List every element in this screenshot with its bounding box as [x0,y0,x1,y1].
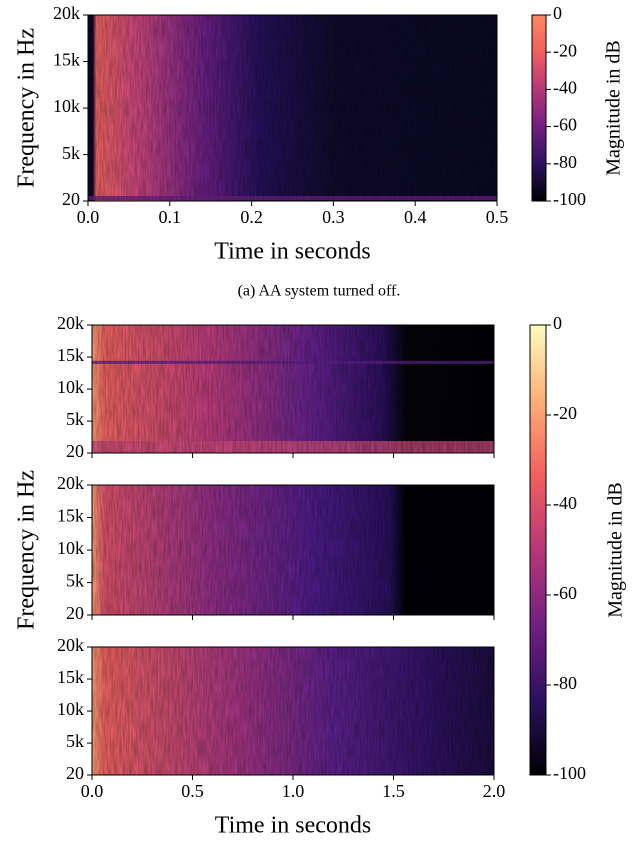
colorbar-tick-label: -80 [553,152,577,172]
x-tick-label: 0.3 [322,207,345,227]
colorbar-tick-label: -80 [553,673,577,693]
y-axis-label: Frequency in Hz [14,470,40,630]
colorbar-tick-label: -60 [553,115,577,135]
colorbar-tick-label: -40 [553,78,577,98]
spectrogram-texture [88,15,497,201]
colorbar-label: Magnitude in dB [603,40,625,176]
x-tick-label: 1.5 [382,781,405,801]
y-tick-label: 10k [57,538,84,558]
colorbar-label: Magnitude in dB [605,482,627,618]
y-tick-label: 5k [62,143,80,163]
x-tick-label: 0.5 [486,207,509,227]
x-tick-label: 0.1 [159,207,182,227]
colorbar-tick-label: -20 [553,40,577,60]
y-tick-label: 5k [66,571,84,591]
y-tick-label: 20k [57,473,84,493]
colorbar [529,324,547,776]
y-tick-label: 15k [57,667,84,687]
x-axis-label: Time in seconds [215,813,371,839]
y-tick-label: 20 [66,763,84,783]
y-tick-label: 5k [66,409,84,429]
colorbar-tick-label: -20 [553,403,577,423]
y-tick-label: 10k [57,377,84,397]
y-tick-label: 10k [53,96,80,116]
colorbar-tick-label: -100 [553,763,586,783]
x-tick-label: 0.4 [404,207,427,227]
y-tick-label: 5k [66,731,84,751]
x-tick-label: 2.0 [483,781,506,801]
y-tick-label: 15k [57,506,84,526]
caption: (a) AA system turned off. [238,283,401,300]
colorbar-tick-label: -40 [553,493,577,513]
y-tick-label: 10k [57,699,84,719]
x-tick-label: 0.2 [240,207,263,227]
colorbar-tick-label: -100 [553,189,586,209]
y-tick-label: 15k [53,50,80,70]
y-tick-label: 20k [53,3,80,23]
x-tick-label: 0.0 [77,207,100,227]
spectrogram-texture [92,325,494,453]
y-tick-label: 20k [57,635,84,655]
colorbar-tick-label: 0 [553,313,562,333]
x-tick-label: 1.0 [282,781,305,801]
y-tick-label: 20 [62,189,80,209]
spectrogram-texture [92,647,494,775]
x-axis-label: Time in seconds [214,239,370,265]
x-tick-label: 0.5 [181,781,204,801]
y-tick-label: 15k [57,345,84,365]
colorbar-tick-label: 0 [553,3,562,23]
colorbar [531,14,547,202]
colorbar-tick-label: -60 [553,583,577,603]
y-tick-label: 20 [66,603,84,623]
spectrogram-texture [92,485,494,615]
x-tick-label: 0.0 [81,781,104,801]
y-tick-label: 20 [66,441,84,461]
y-axis-label: Frequency in Hz [14,28,40,188]
y-tick-label: 20k [57,313,84,333]
